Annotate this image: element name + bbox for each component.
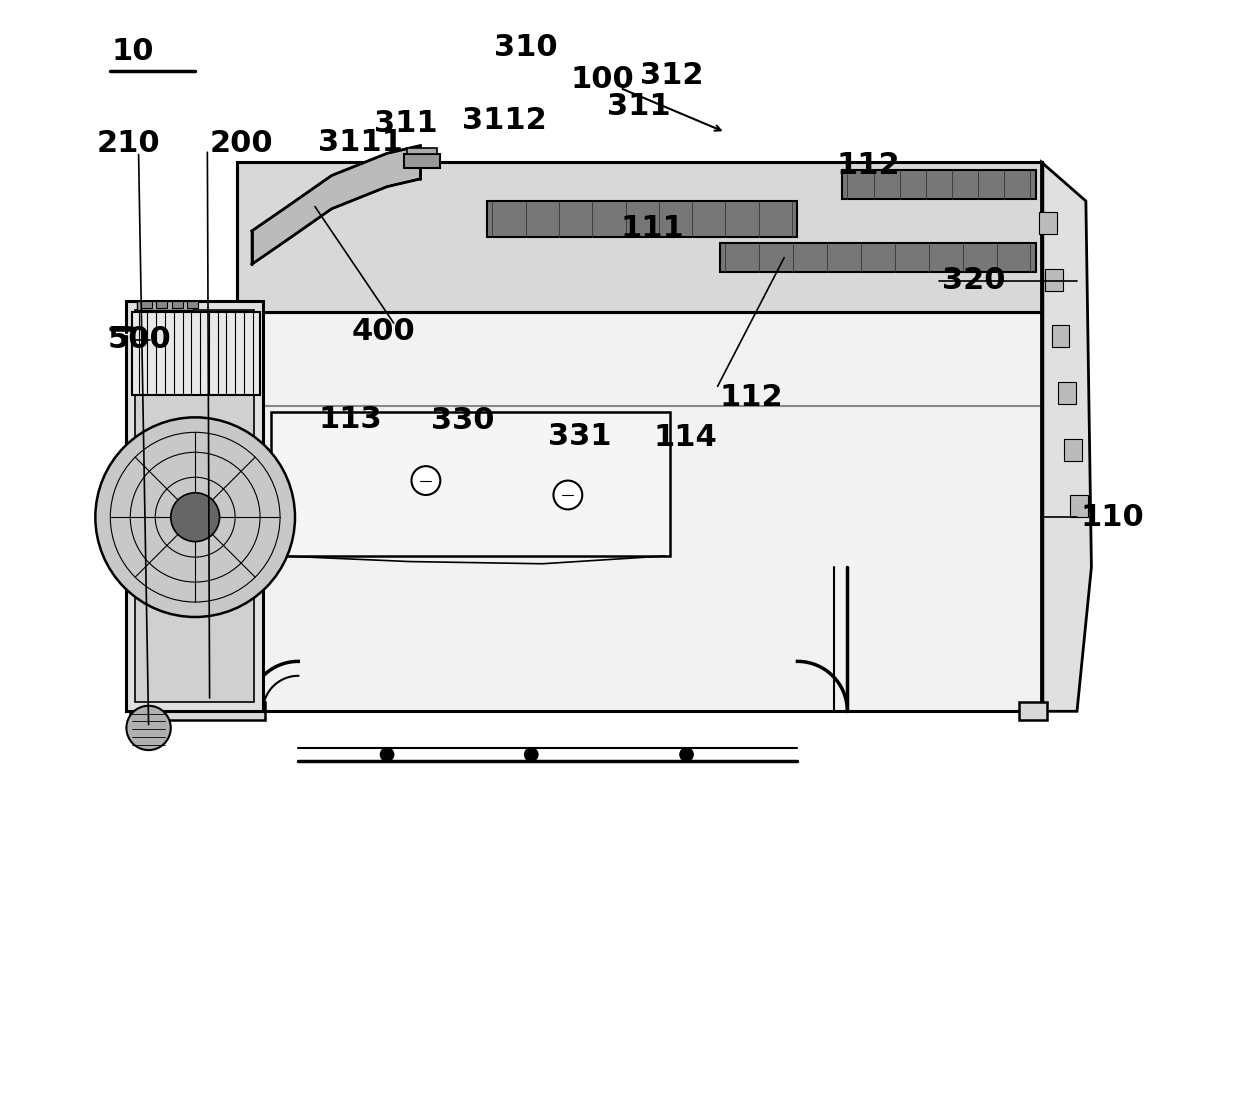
Polygon shape: [252, 146, 420, 265]
Polygon shape: [156, 301, 167, 308]
Text: 111: 111: [620, 215, 683, 244]
Circle shape: [171, 493, 219, 542]
Circle shape: [126, 706, 171, 751]
Polygon shape: [270, 411, 670, 556]
Text: 100: 100: [570, 64, 634, 93]
Text: 331: 331: [548, 421, 611, 450]
Polygon shape: [404, 155, 440, 168]
Circle shape: [553, 480, 583, 509]
Circle shape: [381, 748, 394, 762]
Circle shape: [95, 417, 295, 617]
Circle shape: [525, 748, 538, 762]
Circle shape: [680, 748, 693, 762]
Polygon shape: [131, 312, 259, 395]
Text: 312: 312: [640, 61, 703, 90]
Text: 3111: 3111: [319, 128, 403, 157]
Polygon shape: [1058, 381, 1075, 404]
Text: 500: 500: [108, 325, 171, 355]
Polygon shape: [842, 170, 1035, 199]
Polygon shape: [187, 301, 198, 308]
Text: 310: 310: [494, 33, 558, 62]
Polygon shape: [237, 312, 1042, 712]
Polygon shape: [1064, 438, 1081, 460]
Polygon shape: [407, 148, 436, 155]
Polygon shape: [1052, 325, 1069, 347]
Polygon shape: [237, 162, 1042, 312]
Polygon shape: [1019, 703, 1047, 721]
Polygon shape: [1045, 268, 1063, 290]
Polygon shape: [138, 301, 193, 310]
Text: 113: 113: [319, 405, 382, 434]
Text: 320: 320: [941, 267, 1006, 296]
Text: 112: 112: [720, 383, 784, 411]
Text: 311: 311: [606, 92, 671, 121]
Text: 330: 330: [432, 406, 495, 435]
Text: 110: 110: [1080, 503, 1145, 532]
Text: 210: 210: [97, 129, 160, 158]
Text: 200: 200: [210, 129, 273, 158]
Text: 10: 10: [112, 37, 155, 66]
Polygon shape: [135, 310, 254, 703]
Polygon shape: [130, 703, 265, 721]
Text: 311: 311: [373, 109, 438, 138]
Text: 112: 112: [836, 151, 900, 180]
Polygon shape: [1039, 212, 1056, 234]
Polygon shape: [487, 201, 797, 237]
Text: 3112: 3112: [463, 106, 547, 135]
Polygon shape: [720, 244, 1035, 272]
Polygon shape: [141, 301, 153, 308]
Text: 114: 114: [653, 423, 717, 451]
Polygon shape: [1070, 495, 1087, 517]
Text: 400: 400: [352, 317, 415, 347]
Polygon shape: [172, 301, 184, 308]
Polygon shape: [1042, 162, 1091, 712]
Circle shape: [412, 466, 440, 495]
Polygon shape: [126, 301, 263, 712]
